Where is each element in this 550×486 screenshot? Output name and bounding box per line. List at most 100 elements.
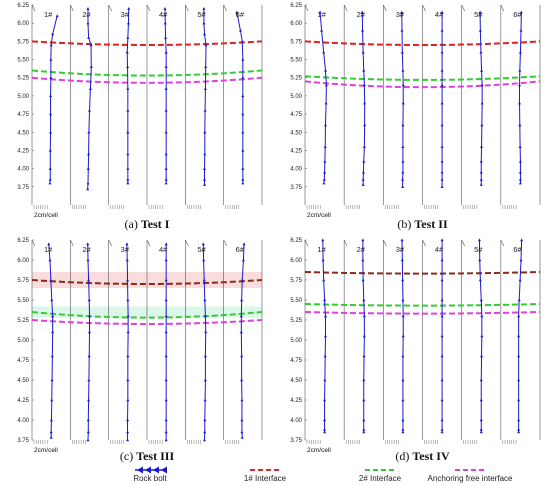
y-tick-label: 5.50: [17, 58, 29, 64]
column-hook: [343, 239, 348, 247]
column-hook: [146, 239, 151, 247]
bolt-marker: [478, 258, 482, 262]
bolt-label: 6#: [513, 245, 522, 254]
panel-caption: (b) Test II: [397, 217, 448, 231]
bolt-marker: [401, 418, 405, 422]
bolt-marker: [203, 438, 206, 442]
bolt-line: [87, 243, 90, 441]
scale-label: 2cm/cell: [307, 212, 331, 219]
bolt-marker: [362, 354, 366, 358]
y-tick-label: 4.50: [290, 130, 302, 136]
bolt-marker: [518, 50, 522, 54]
bolt-marker: [202, 258, 206, 262]
bolt-marker: [323, 298, 327, 302]
bolt-marker: [362, 418, 366, 422]
bolt-label: 4#: [435, 245, 444, 254]
bolt-marker: [49, 94, 53, 98]
bolt-label: 2#: [82, 245, 91, 254]
bolt-marker: [401, 177, 405, 181]
bolt-marker: [126, 108, 130, 112]
y-tick-label: 5.50: [290, 58, 302, 64]
y-tick-label: 5.00: [290, 338, 302, 344]
bolt-marker: [203, 398, 207, 402]
scale-label: 2cm/cell: [307, 447, 331, 454]
column-hook: [223, 239, 227, 247]
bolt-marker: [323, 418, 327, 422]
bolt-marker: [440, 418, 444, 422]
bolt-label: 5#: [474, 245, 483, 254]
column-hook: [422, 4, 426, 12]
bolt-line: [203, 8, 207, 185]
bolt-marker: [240, 378, 244, 382]
bolt-marker: [323, 145, 327, 149]
bolt-marker: [440, 101, 444, 105]
bolt-label: 3#: [396, 10, 405, 19]
bolt-marker: [322, 181, 326, 185]
bolt-marker: [49, 57, 53, 61]
bolt-marker: [440, 185, 444, 189]
bolt-marker: [518, 170, 522, 174]
bolt-marker: [241, 130, 245, 134]
bolt-marker: [127, 7, 131, 10]
bolt-marker: [400, 258, 404, 262]
y-tick-label: 4.75: [17, 358, 29, 364]
bolt-marker: [164, 167, 168, 170]
bolt-marker: [48, 181, 52, 185]
bolt-marker: [164, 65, 168, 69]
bolt-marker: [323, 398, 327, 402]
bolt-marker: [479, 50, 483, 54]
bolt-marker: [164, 438, 168, 442]
bolt-marker: [440, 50, 444, 54]
bolt-marker: [126, 87, 130, 90]
bolt-marker: [49, 76, 53, 79]
panel-test-ii: 6.25 6.00 5.75 5.50 5.25 5.00 4.75 4.50 4.25 4.00…: [290, 3, 541, 231]
bolt-line: [202, 243, 207, 441]
bolt-marker: [323, 354, 327, 358]
bolt-marker: [241, 94, 245, 98]
bolt-marker: [440, 314, 444, 318]
panel-caption: (c) Test III: [120, 449, 175, 463]
bolt-label: 2#: [357, 245, 366, 254]
bolt-marker: [126, 298, 130, 302]
bolt-marker: [203, 354, 207, 358]
bolt-marker: [440, 170, 444, 174]
bolt-marker: [479, 428, 483, 431]
interface-line: [31, 40, 263, 46]
bolt-marker: [88, 87, 92, 90]
bolt-label: 1#: [317, 10, 326, 19]
bolt-marker: [362, 298, 366, 302]
bolt-marker: [480, 145, 484, 149]
bolt-marker: [440, 68, 444, 72]
bolt-marker: [323, 378, 327, 382]
interface-line: [304, 80, 541, 89]
bolt-marker: [362, 378, 366, 382]
column-hook: [304, 239, 309, 247]
column-hook: [383, 239, 387, 247]
bolt-marker: [204, 43, 208, 47]
bolt-marker: [401, 378, 405, 382]
bolt-marker: [202, 278, 206, 282]
bolt-marker: [203, 152, 207, 156]
bolt-marker: [480, 123, 484, 127]
interface-line: [304, 75, 541, 81]
bolt-marker: [50, 298, 54, 302]
bolt-marker: [517, 354, 521, 358]
y-tick-label: 6.25: [290, 3, 302, 9]
bolt-marker: [361, 177, 365, 181]
bolt-marker: [361, 183, 365, 186]
bolt-marker: [240, 298, 244, 302]
bolt-marker: [323, 123, 327, 127]
y-tick-label: 5.75: [290, 278, 302, 284]
bolt-marker: [362, 398, 366, 402]
bolt-marker: [478, 10, 482, 14]
column-hook: [31, 239, 36, 247]
bolt-marker: [400, 28, 404, 32]
bolt-marker: [50, 354, 54, 358]
bolt-label: 5#: [474, 10, 483, 19]
bolt-marker: [479, 170, 483, 174]
bolt-label: 5#: [197, 10, 206, 19]
bolt-marker: [86, 167, 90, 170]
y-tick-label: 5.00: [17, 338, 29, 344]
y-tick-label: 5.00: [290, 94, 302, 100]
